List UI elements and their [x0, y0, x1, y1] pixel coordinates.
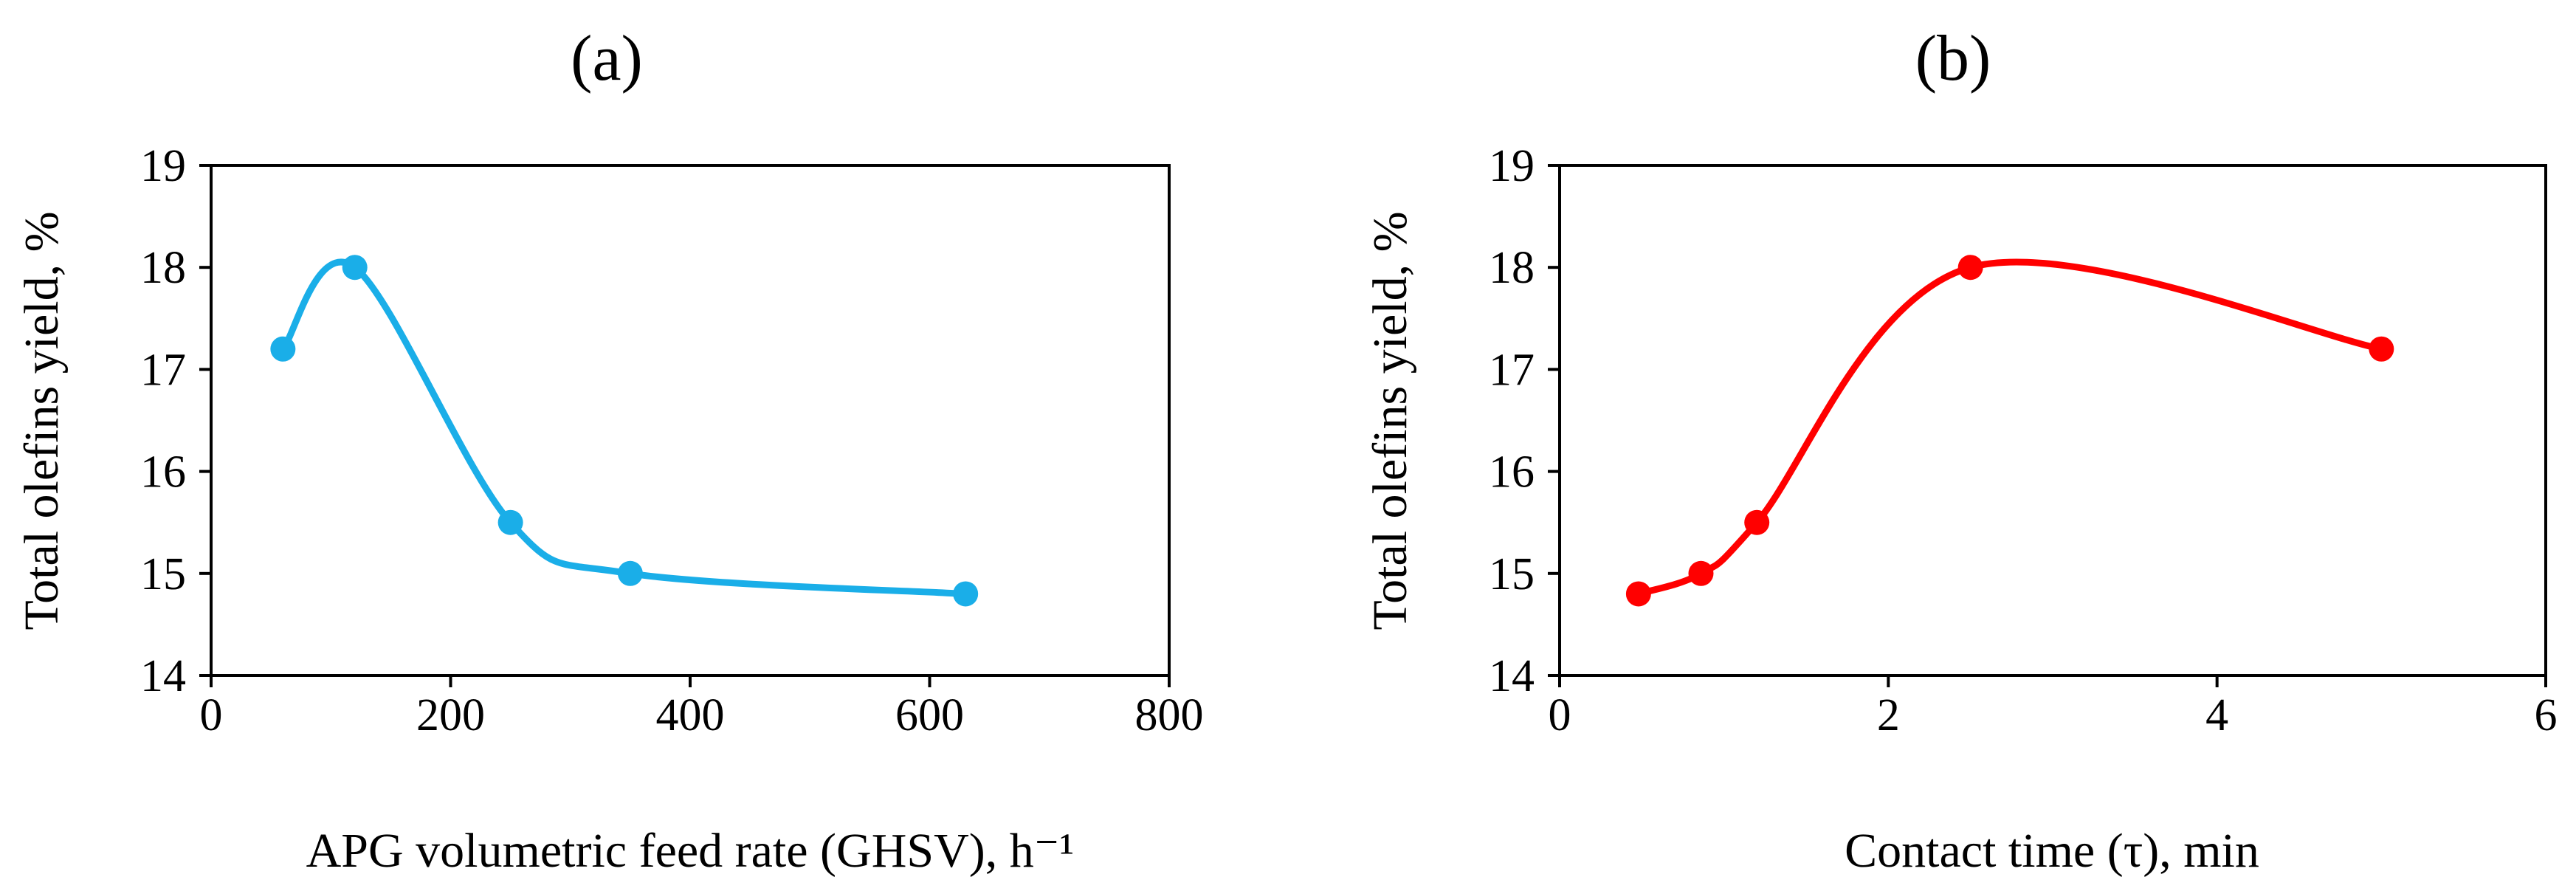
y-tick-label: 16: [140, 447, 186, 498]
data-point: [2369, 336, 2394, 362]
y-tick-label: 18: [140, 243, 186, 293]
y-tick-label: 19: [1489, 141, 1535, 191]
y-axis-label: Total olefins yield, %: [1363, 211, 1417, 630]
x-tick-label: 4: [2205, 690, 2228, 740]
data-point: [1625, 581, 1651, 607]
x-tick-label: 800: [1135, 690, 1204, 740]
y-tick-label: 17: [140, 345, 186, 395]
plot-frame: [210, 164, 1171, 677]
y-axis-label: Total olefins yield, %: [15, 211, 69, 630]
data-points: [1625, 255, 2394, 607]
y-tick-label: 15: [140, 549, 186, 599]
chart-panel-a: (a) 0 200 400 600 800 14 15 16 17 18 19 Total olef…: [15, 23, 1204, 878]
y-tick-label: 17: [1489, 345, 1535, 395]
y-tick-label: 14: [140, 651, 186, 701]
data-points: [270, 255, 979, 607]
chart-title: (a): [571, 23, 643, 94]
y-tick-label: 18: [1489, 243, 1535, 293]
data-point: [953, 581, 979, 607]
x-tick-label: 400: [656, 690, 725, 740]
data-point: [497, 509, 523, 535]
x-tick-label: 2: [1877, 690, 1900, 740]
x-axis-label: Contact time (τ), min: [1845, 824, 2259, 878]
data-point: [342, 255, 368, 281]
data-point: [270, 336, 296, 362]
x-tick-label: 200: [416, 690, 485, 740]
y-tick-label: 19: [140, 141, 186, 191]
data-point: [1957, 255, 1983, 281]
x-axis-label: APG volumetric feed rate (GHSV), h⁻¹: [306, 824, 1075, 878]
axis-ticks: 0 2 4 6 14 15 16 17 18 19: [1489, 141, 2558, 740]
x-tick-label: 0: [1549, 690, 1571, 740]
y-tick-label: 14: [1489, 651, 1535, 701]
plot-frame: [1558, 164, 2547, 677]
series-line: [1635, 258, 2385, 597]
y-tick-label: 16: [1489, 447, 1535, 498]
data-point: [1744, 509, 1770, 535]
x-tick-label: 0: [200, 690, 223, 740]
axis-ticks: 0 200 400 600 800 14 15 16 17 18 19: [140, 141, 1204, 740]
data-point: [1688, 560, 1714, 586]
data-point: [617, 560, 643, 586]
x-tick-label: 600: [895, 690, 964, 740]
series-line: [279, 258, 969, 597]
y-tick-label: 15: [1489, 549, 1535, 599]
chart-panel-b: (b) 0 2 4 6 14 15 16 17 18 19 Total olefins yield…: [1363, 23, 2558, 878]
x-tick-label: 6: [2535, 690, 2558, 740]
chart-title: (b): [1915, 23, 1991, 94]
